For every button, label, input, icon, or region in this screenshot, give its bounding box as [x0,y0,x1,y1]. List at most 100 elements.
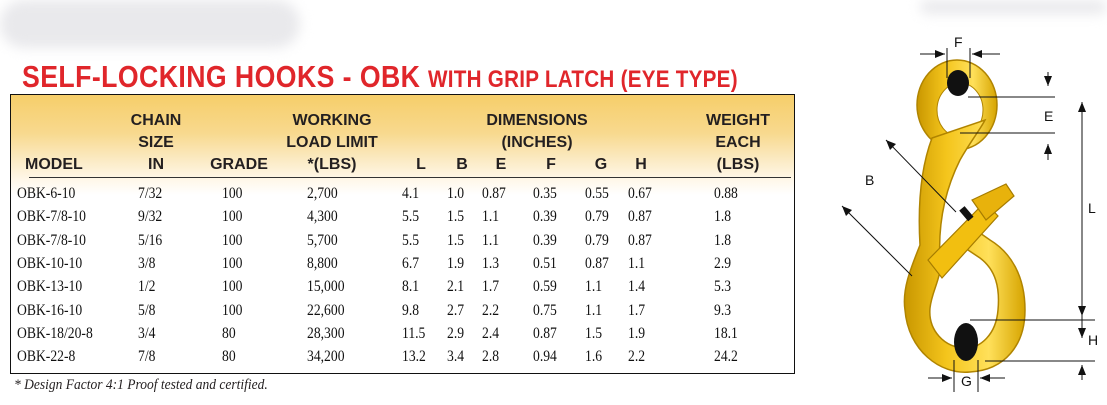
cell-dim-b: 2.1 [447,278,465,296]
header-chain-3: IN [148,156,164,173]
cell-dim-l: 13.2 [402,348,426,366]
cell-dim-f: 0.51 [533,254,557,272]
cell-working-load-limit: 8,800 [307,254,338,272]
background-smudge [920,0,1107,14]
cell-weight: 5.3 [714,278,732,296]
cell-working-load-limit: 34,200 [307,348,345,366]
cell-dim-e: 2.8 [482,348,500,366]
header-model: MODEL [25,156,83,173]
cell-dim-h: 2.2 [628,348,646,366]
table-row: OBK-10-10 3/8 100 8,800 6.7 1.9 1.3 0.51 0.87 1.1… [11,253,794,274]
cell-chain-size: 7/32 [138,185,163,202]
dim-label-e: E [1044,108,1053,124]
header-chain-1: CHAIN [130,112,182,129]
hook-latch [927,201,999,279]
cell-dim-h: 1.4 [628,278,646,296]
cell-dim-g: 0.79 [585,231,609,249]
cell-dim-l: 11.5 [402,324,426,342]
cell-dim-f: 0.39 [533,231,557,249]
cell-working-load-limit: 15,000 [307,278,345,296]
cell-model: OBK-6-10 [17,185,76,202]
cell-chain-size: 5/16 [138,231,163,249]
cell-dim-f: 0.94 [533,348,557,366]
cell-working-load-limit: 2,700 [307,185,338,202]
cell-dim-h: 1.7 [628,301,646,319]
cell-dim-b: 1.0 [447,185,465,202]
cell-dim-e: 1.7 [482,278,500,296]
cell-dim-l: 4.1 [402,185,420,202]
cell-dim-g: 1.5 [585,324,603,342]
cell-weight: 18.1 [714,324,738,342]
cell-dim-g: 0.79 [585,208,609,226]
header-dim-L: L [416,156,426,173]
cell-weight: 9.3 [714,301,732,319]
cell-weight: 2.9 [714,254,732,272]
cell-dim-g: 0.55 [585,185,609,202]
cell-dim-f: 0.87 [533,324,557,342]
cell-dim-g: 1.1 [585,301,603,319]
dimension-arrows [842,50,1086,382]
cell-working-load-limit: 5,700 [307,231,338,249]
title-sub: WITH GRIP LATCH (EYE TYPE) [428,66,738,93]
cell-dim-h: 0.67 [628,185,652,202]
cell-model: OBK-7/8-10 [17,231,86,249]
cell-weight: 1.8 [714,231,732,249]
cell-dim-b: 3.4 [447,348,465,366]
cell-weight: 24.2 [714,348,738,366]
cell-dim-f: 0.39 [533,208,557,226]
cell-dim-f: 0.75 [533,301,557,319]
cell-chain-size: 1/2 [138,278,156,296]
dim-label-l: L [1088,200,1096,216]
cell-grade: 100 [222,185,243,202]
cell-dim-b: 1.5 [447,208,465,226]
table-row: OBK-13-10 1/2 100 15,000 8.1 2.1 1.7 0.59 1.1 1.4… [11,276,794,297]
cell-dim-e: 0.87 [482,185,506,202]
cell-grade: 100 [222,231,243,249]
cell-dim-l: 5.5 [402,208,420,226]
header-weight-3: (LBS) [716,156,760,173]
cell-dim-h: 0.87 [628,208,652,226]
cell-weight: 1.8 [714,208,732,226]
cell-dim-e: 2.2 [482,301,500,319]
cell-grade: 100 [222,254,243,272]
cell-model: OBK-13-10 [17,278,83,296]
cell-working-load-limit: 4,300 [307,208,338,226]
cell-model: OBK-16-10 [17,301,83,319]
cell-dim-e: 1.3 [482,254,500,272]
header-dim-E: E [495,156,507,173]
cell-chain-size: 3/8 [138,254,156,272]
header-chain-2: SIZE [138,134,174,151]
header-divider [29,177,791,178]
cell-dim-f: 0.59 [533,278,557,296]
table-row: OBK-7/8-10 5/16 100 5,700 5.5 1.5 1.1 0.39 0.79 0… [11,230,794,251]
header-weight-2: EACH [715,134,761,151]
dim-label-f: F [954,34,963,50]
header-wll-1: WORKING [292,112,372,129]
header-weight-1: WEIGHT [706,112,770,129]
table-row: OBK-22-8 7/8 80 34,200 13.2 3.4 2.8 0.94 1.6 2.2 2… [11,346,794,367]
cell-dim-h: 1.1 [628,254,646,272]
cell-chain-size: 5/8 [138,301,156,319]
cell-chain-size: 7/8 [138,348,156,366]
cell-dim-l: 6.7 [402,254,420,272]
table-row: OBK-6-10 7/32 100 2,700 4.1 1.0 0.87 0.35 0.55 0.… [11,183,794,204]
section-g-marker [954,323,978,361]
header-wll-3: *(LBS) [307,156,357,173]
cell-grade: 100 [222,278,243,296]
header-wll-2: LOAD LIMIT [286,134,378,151]
cell-weight: 0.88 [714,185,738,202]
dim-label-g: G [961,373,972,389]
table-row: OBK-16-10 5/8 100 22,600 9.8 2.7 2.2 0.75 1.1 1.7… [11,300,794,321]
cell-dim-g: 1.1 [585,278,603,296]
cell-dim-b: 1.9 [447,254,465,272]
cell-model: OBK-18/20-8 [17,324,93,342]
latch-pin [959,206,974,222]
spec-table: MODEL CHAIN SIZE IN GRADE WORKING LOAD L… [10,94,795,374]
cell-grade: 80 [222,348,236,366]
header-grade: GRADE [210,156,268,173]
footnote: * Design Factor 4:1 Proof tested and cer… [14,377,268,393]
cell-model: OBK-7/8-10 [17,208,86,226]
cell-dim-b: 1.5 [447,231,465,249]
page-title: SELF-LOCKING HOOKS - OBK WITH GRIP LATCH… [22,58,738,95]
cell-dim-b: 2.7 [447,301,465,319]
